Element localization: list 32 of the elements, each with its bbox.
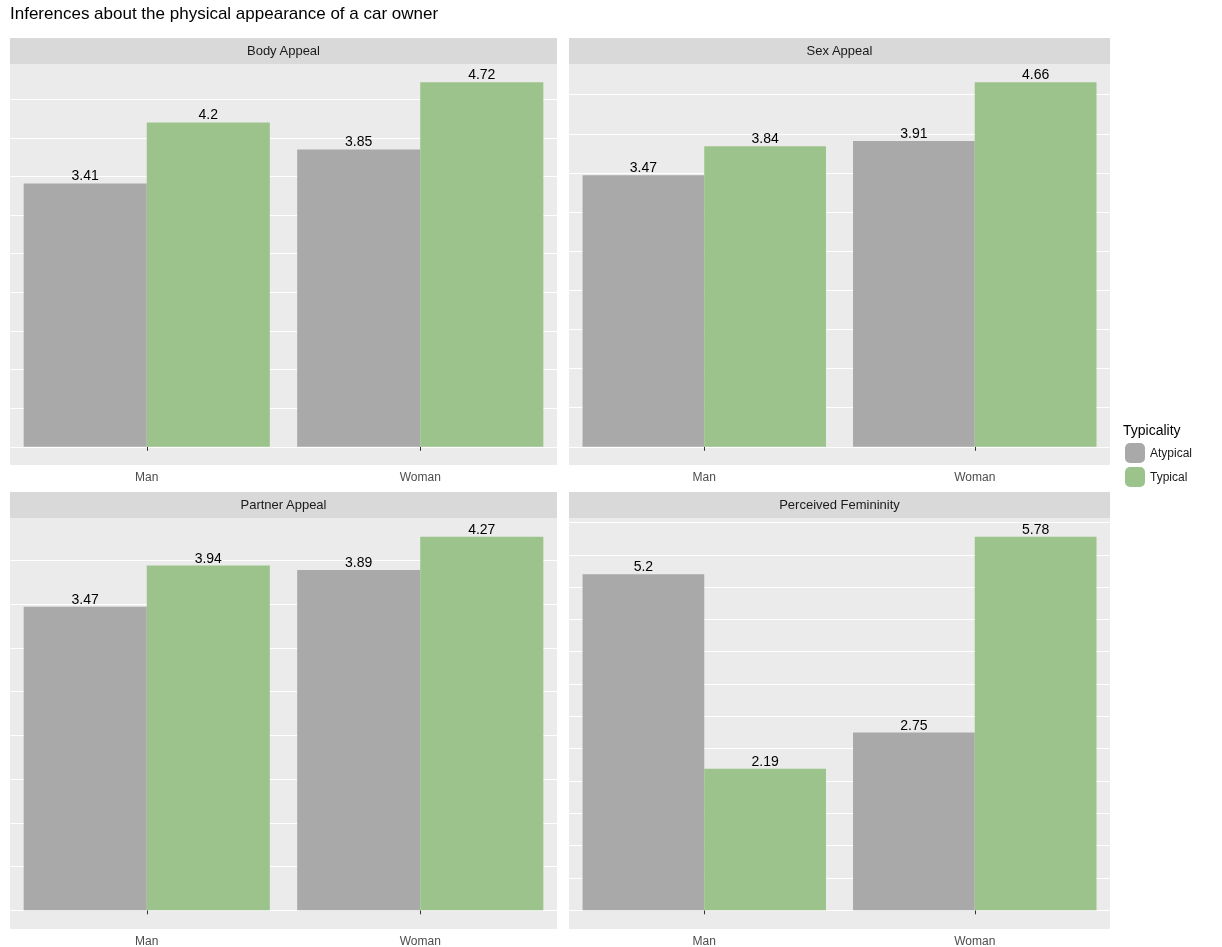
data-label: 5.78 <box>1021 520 1050 537</box>
x-tick-label: Man <box>135 934 159 947</box>
data-label: 4.66 <box>1021 66 1050 83</box>
data-label: 3.41 <box>71 167 100 184</box>
x-tick-label: Man <box>135 470 159 484</box>
x-tick-label: Woman <box>399 470 441 484</box>
data-label: 3.94 <box>194 549 223 566</box>
data-label: 3.47 <box>71 590 100 607</box>
text: Inferences about the physical appearance of a car owner <box>10 4 439 24</box>
data-label: 3.89 <box>345 553 373 570</box>
data-label: 3.85 <box>345 133 373 150</box>
chart-title: Body Appeal <box>10 38 557 64</box>
data-label: 2.19 <box>751 752 779 769</box>
chart-title: Perceived Femininity <box>569 492 1110 518</box>
data-label: 4.72 <box>468 66 496 83</box>
x-tick-label: Woman <box>399 934 441 947</box>
legend-title: Typicality <box>1123 422 1181 438</box>
data-label: 3.91 <box>900 124 928 141</box>
x-tick-label: Man <box>692 470 716 484</box>
data-label: 4.2 <box>198 106 219 123</box>
data-label: 2.75 <box>900 716 928 733</box>
data-label: 5.2 <box>633 558 654 575</box>
chart-title: Partner Appeal <box>10 492 557 518</box>
data-label: 4.27 <box>468 520 496 537</box>
legend-label: Typical <box>1150 470 1188 484</box>
chart-title: Sex Appeal <box>569 38 1110 64</box>
x-tick-label: Woman <box>954 934 996 947</box>
data-label: 3.47 <box>629 159 658 176</box>
x-tick-label: Woman <box>954 470 996 484</box>
data-label: 3.84 <box>751 130 779 147</box>
x-tick-label: Man <box>692 934 716 947</box>
legend-label: Atypical <box>1150 446 1193 460</box>
